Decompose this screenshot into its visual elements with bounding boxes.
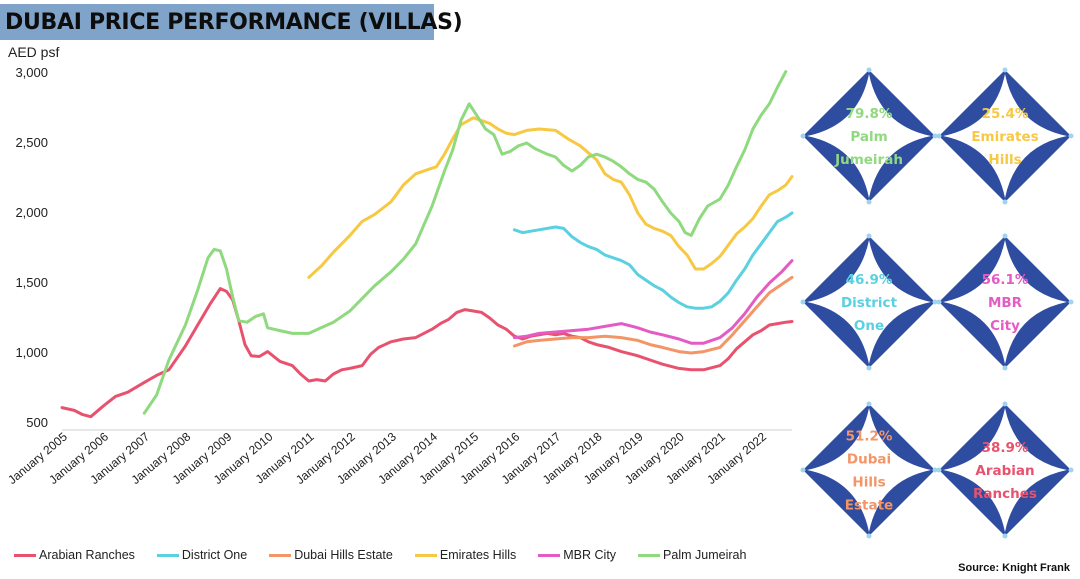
- y-tick-label: 1,500: [15, 275, 48, 290]
- legend-label: Arabian Ranches: [39, 548, 135, 562]
- stat-label: Hills: [988, 152, 1021, 168]
- stat-label: One: [854, 318, 884, 334]
- corner-dot: [1002, 533, 1008, 539]
- legend-item: Emirates Hills: [414, 548, 517, 562]
- corner-dot: [1002, 67, 1008, 73]
- corner-dot: [1002, 199, 1008, 205]
- series-line-emirates-hills: [307, 116, 794, 279]
- legend-label: Palm Jumeirah: [663, 548, 747, 562]
- legend-item: Dubai Hills Estate: [269, 548, 393, 562]
- series-line-dubai-hills-estate: [512, 275, 794, 355]
- stat-label: MBR: [988, 295, 1023, 311]
- legend-label: Emirates Hills: [439, 548, 517, 562]
- stat-label: Hills: [852, 475, 885, 491]
- diamond-inner: [943, 408, 1067, 532]
- stat-tile: 25.4% Emirates Hills: [936, 67, 1074, 205]
- corner-dot: [800, 299, 806, 305]
- corner-dot: [932, 133, 938, 139]
- corner-dot: [800, 467, 806, 473]
- stat-value: 46.9%: [846, 272, 893, 288]
- corner-dot: [936, 467, 942, 473]
- stat-value: 51.2%: [846, 429, 893, 445]
- y-tick-label: 1,000: [15, 345, 48, 360]
- stat-label: District: [841, 295, 898, 311]
- legend-label: District One: [181, 548, 248, 562]
- stat-label: Emirates: [971, 129, 1038, 145]
- stat-tile: 38.9% Arabian Ranches: [936, 401, 1074, 539]
- chart-title: DUBAI PRICE PERFORMANCE (VILLAS): [5, 9, 463, 35]
- legend-item: Arabian Ranches: [14, 548, 135, 562]
- stat-value: 79.8%: [846, 106, 893, 122]
- stat-label: Dubai: [847, 452, 891, 468]
- stat-tile: 46.9% District One: [800, 233, 938, 371]
- diamond-inner: [807, 408, 931, 532]
- stat-value: 38.9%: [982, 440, 1029, 456]
- corner-dot: [866, 533, 872, 539]
- stat-label: Ranches: [973, 486, 1037, 502]
- diamond-inner: [943, 74, 1067, 198]
- chart-legend: Arabian Ranches District One Dubai Hills E…: [14, 548, 768, 562]
- series-layer: [60, 70, 794, 419]
- stat-tile: 51.2% Dubai Hills Estate: [800, 401, 938, 539]
- corner-dot: [866, 199, 872, 205]
- stat-label: Arabian: [975, 463, 1034, 479]
- stat-value: 25.4%: [982, 106, 1029, 122]
- legend-swatch: [269, 553, 292, 557]
- legend-item: MBR City: [538, 548, 616, 562]
- y-axis-unit-label: AED psf: [8, 44, 60, 60]
- legend-item: District One: [156, 548, 248, 562]
- corner-dot: [932, 299, 938, 305]
- series-line-palm-jumeirah: [142, 70, 788, 415]
- y-tick-label: 2,000: [15, 205, 48, 220]
- corner-dot: [1068, 133, 1074, 139]
- legend-swatch: [414, 553, 437, 557]
- legend-swatch: [538, 553, 561, 557]
- legend-label: MBR City: [563, 548, 617, 562]
- legend-label: Dubai Hills Estate: [294, 548, 393, 562]
- corner-dot: [1068, 299, 1074, 305]
- stat-value: 56.1%: [982, 272, 1029, 288]
- corner-dot: [1002, 233, 1008, 239]
- stat-label: Palm: [850, 129, 887, 145]
- corner-dot: [936, 133, 942, 139]
- corner-dot: [1002, 365, 1008, 371]
- y-tick-label: 2,500: [15, 135, 48, 150]
- legend-swatch: [156, 553, 179, 557]
- stat-label: Estate: [845, 498, 893, 514]
- y-tick-label: 500: [26, 415, 48, 430]
- title-bar: DUBAI PRICE PERFORMANCE (VILLAS): [0, 4, 463, 40]
- corner-dot: [866, 401, 872, 407]
- stats-panel: 79.8% Palm Jumeirah 25.4% Emirates Hills 46.9%…: [800, 67, 1074, 539]
- corner-dot: [936, 299, 942, 305]
- legend-swatch: [14, 553, 36, 557]
- stat-tile: 79.8% Palm Jumeirah: [800, 67, 938, 205]
- stat-tile: 56.1% MBR City: [936, 233, 1074, 371]
- corner-dot: [866, 67, 872, 73]
- series-line-arabian-ranches: [60, 287, 794, 419]
- corner-dot: [866, 233, 872, 239]
- corner-dot: [1068, 467, 1074, 473]
- corner-dot: [1002, 401, 1008, 407]
- source-note: Source: Knight Frank: [958, 562, 1070, 574]
- diamond-inner: [807, 240, 931, 364]
- legend-item: Palm Jumeirah: [638, 548, 746, 562]
- series-line-mbr-city: [512, 259, 794, 345]
- series-line-district-one: [512, 211, 794, 310]
- stat-label: City: [990, 318, 1020, 334]
- corner-dot: [866, 365, 872, 371]
- corner-dot: [800, 133, 806, 139]
- diamond-inner: [943, 240, 1067, 364]
- corner-dot: [932, 467, 938, 473]
- y-tick-label: 3,000: [15, 65, 48, 80]
- stat-label: Jumeirah: [834, 152, 903, 168]
- diamond-inner: [807, 74, 931, 198]
- legend-swatch: [638, 553, 661, 557]
